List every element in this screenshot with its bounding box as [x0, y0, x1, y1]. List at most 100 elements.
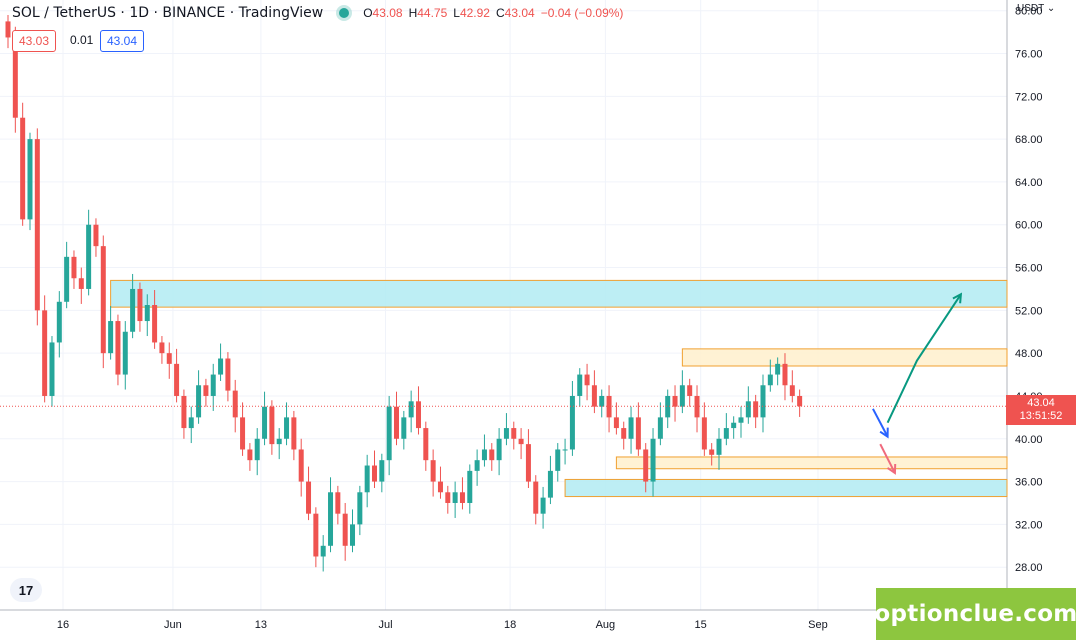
local-resistance-zone — [681, 348, 1008, 367]
candle-body — [49, 342, 55, 396]
candle-body — [577, 374, 583, 396]
candle-body — [437, 481, 443, 493]
candle-body — [298, 449, 304, 482]
support-zone — [564, 478, 1008, 498]
candle-body — [452, 492, 458, 503]
candle-body — [188, 417, 194, 429]
y-tick-label: 52.00 — [1015, 305, 1043, 317]
ohlc-high: 44.75 — [417, 6, 448, 20]
ohlc-low-label: L — [453, 6, 460, 20]
candle-body — [650, 438, 656, 482]
currency-selector[interactable]: USDT ⌄ — [1017, 3, 1056, 14]
candle-body — [247, 449, 253, 461]
candle-body — [679, 385, 685, 407]
ohlc-change: −0.04 (−0.09%) — [540, 6, 624, 20]
candle-body — [284, 417, 290, 439]
current-price-label: 43.04 13:51:52 — [1006, 395, 1076, 425]
pullback-arrow — [872, 408, 889, 438]
local-support-zone — [615, 456, 1008, 470]
candle-body — [489, 449, 495, 461]
candle-body — [137, 288, 143, 322]
ohlc-close: 43.04 — [504, 6, 535, 20]
candle-body — [599, 395, 605, 407]
candle-body — [760, 385, 766, 418]
candle-body — [694, 395, 700, 418]
candle-body — [218, 358, 224, 375]
ohlc-open: 43.08 — [372, 6, 403, 20]
candle-body — [115, 321, 121, 375]
candle-body — [203, 385, 209, 396]
candle-body — [481, 449, 487, 461]
candle-body — [628, 417, 634, 439]
candle-body — [393, 406, 399, 439]
pullback-arrow-head — [879, 427, 889, 439]
current-price: 43.04 — [1027, 397, 1055, 409]
candle-body — [621, 428, 627, 439]
candle-body — [643, 449, 649, 482]
candle-body — [533, 481, 539, 514]
candle-body — [657, 417, 663, 439]
candle-body — [635, 417, 641, 450]
candle-body — [86, 224, 92, 289]
ohlc-low: 42.92 — [459, 6, 490, 20]
candle-body — [782, 363, 788, 386]
candle-body — [181, 395, 187, 429]
candle-body — [665, 395, 671, 418]
candle-body — [254, 438, 260, 461]
candle-body — [122, 331, 128, 375]
candle-body — [569, 395, 575, 450]
candle-body — [731, 422, 737, 429]
sell-price-button[interactable]: 43.03 — [12, 30, 57, 52]
candle-body — [27, 139, 33, 220]
candle-body — [415, 401, 421, 429]
spread-value: 0.01 — [70, 33, 94, 47]
candle-body — [12, 37, 18, 118]
buy-price-button[interactable]: 43.04 — [100, 30, 145, 52]
candle-body — [423, 428, 429, 461]
candle-body — [613, 417, 619, 429]
candle-body — [401, 417, 407, 439]
candle-body — [547, 470, 553, 498]
y-tick-label: 76.00 — [1015, 49, 1043, 61]
candle-body — [745, 401, 751, 418]
candle-body — [93, 224, 99, 247]
bullish-scenario-arrow-head — [952, 292, 963, 304]
candle-body — [525, 444, 531, 482]
candle-body — [555, 449, 561, 471]
candle-body — [328, 492, 334, 546]
y-tick-label: 32.00 — [1015, 519, 1043, 531]
symbol-title[interactable]: SOL / TetherUS · 1D · BINANCE · TradingV… — [12, 5, 324, 21]
x-tick-label: Aug — [596, 619, 616, 631]
y-tick-label: 64.00 — [1015, 177, 1043, 189]
bearish-scenario-arrow — [879, 443, 896, 474]
candle-body — [372, 465, 377, 482]
candle-body — [775, 363, 781, 375]
candle-body — [291, 417, 297, 450]
candle-body — [503, 428, 509, 439]
candle-body — [459, 492, 465, 503]
y-tick-label: 28.00 — [1015, 562, 1043, 574]
candle-body — [166, 353, 172, 364]
candle-body — [276, 438, 282, 445]
candle-body — [335, 492, 341, 514]
candle-body — [144, 305, 150, 322]
candle-body — [445, 492, 451, 503]
candle-body — [64, 256, 70, 302]
candle-body — [130, 288, 136, 332]
candle-body — [357, 492, 363, 525]
candle-body — [709, 449, 715, 455]
candle-body — [687, 385, 693, 396]
candle-body — [738, 417, 744, 423]
x-tick-label: Jun — [164, 619, 182, 631]
candle-body — [210, 374, 216, 396]
candle-body — [20, 117, 26, 220]
candle-body — [518, 438, 524, 445]
candle-body — [350, 524, 356, 546]
candle-body — [78, 278, 84, 289]
x-tick-label: Jul — [378, 619, 392, 631]
chart-header: SOL / TetherUS · 1D · BINANCE · TradingV… — [0, 0, 629, 26]
candle-body — [364, 465, 370, 493]
tradingview-logo-icon[interactable]: 17 — [10, 578, 42, 602]
candle-body — [34, 139, 40, 311]
